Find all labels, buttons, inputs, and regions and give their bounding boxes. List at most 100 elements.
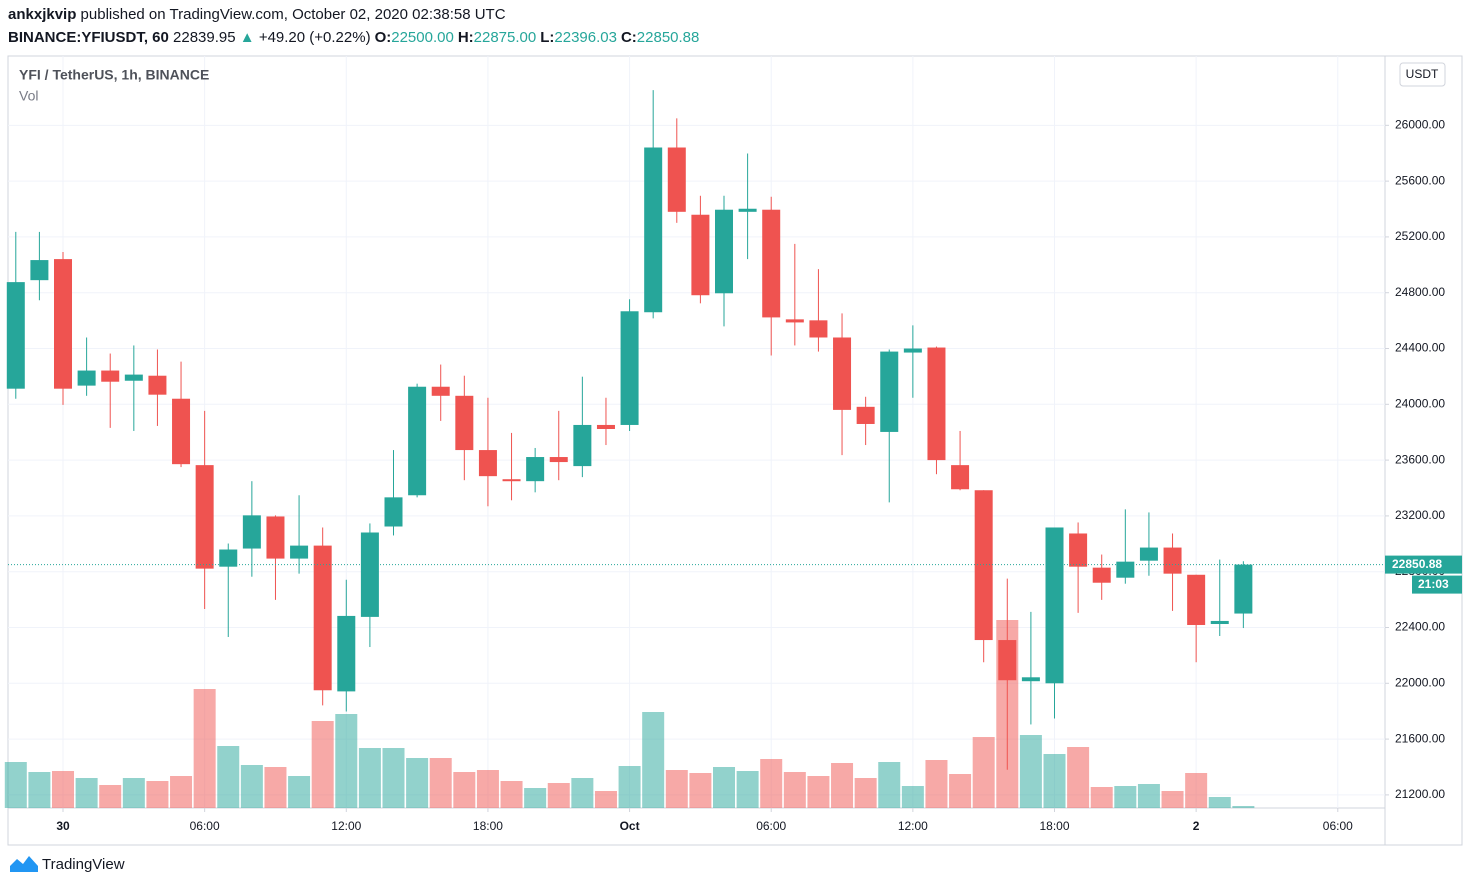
volume-bar [311,721,334,808]
candle-body [408,386,427,496]
x-tick-label: Oct [620,819,640,833]
candle-body [738,208,757,212]
volume-bar [75,778,98,808]
volume-bar [1019,735,1042,808]
volume-bar [547,783,570,808]
volume-bar [949,774,972,808]
candle-body [1116,561,1135,578]
volume-bar [854,778,877,808]
candle-body [313,545,332,691]
candle-body [691,214,710,296]
candle-body [384,497,403,527]
volume-bar [689,773,712,808]
brand[interactable]: TradingView [42,856,125,873]
volume-bar [972,737,995,808]
volume-bar [901,786,924,808]
volume-bar [1090,787,1113,808]
candle-body [951,465,970,490]
volume-bar [264,767,287,808]
y-tick-label: 24000.00 [1395,396,1445,410]
chart-title: YFI / TetherUS, 1h, BINANCE [19,67,209,83]
volume-bar [288,776,311,808]
candle-body [715,209,734,294]
volume-bar [783,772,806,808]
candle-body [337,615,356,692]
ohlc-value: 22875.00 [473,29,537,46]
volume-bar [1185,773,1208,808]
candle-body [478,450,497,477]
candle-body [1092,567,1111,583]
x-tick-label: 30 [56,819,70,833]
volume-bar [1161,791,1184,808]
ohlc-label: C: [620,29,637,46]
y-tick-label: 22000.00 [1395,675,1445,689]
y-tick-label: 22400.00 [1395,620,1445,634]
candle-body [809,320,828,338]
candle-body [762,209,781,318]
volume-bar [99,785,122,808]
volume-bar [594,791,617,808]
currency-badge[interactable] [1399,62,1446,87]
currency: USDT [1406,67,1439,81]
candle-body [77,370,96,386]
candle-body [101,370,120,382]
candle-body [573,424,592,467]
candle-body [30,260,49,281]
y-tick-label: 24800.00 [1395,285,1445,299]
publish-line: ankxjkvip published on TradingView.com, … [8,6,506,23]
candle-body [1163,547,1182,574]
candle-body [431,386,450,396]
candle-body [54,259,73,389]
candle-body [856,406,875,424]
candle-body [998,640,1017,681]
y-tick-label: 21200.00 [1395,787,1445,801]
volume-bar [925,760,948,808]
volume-bar [193,689,216,808]
candle-body [219,549,238,567]
candle-body [1234,564,1253,614]
volume-bar [382,748,405,808]
candle-body [1210,620,1229,625]
volume-label: Vol [19,88,38,104]
candle-body [1139,547,1158,561]
y-tick-label: 25200.00 [1395,229,1445,243]
candle-body [6,282,25,389]
volume-bar [807,776,830,808]
publisher: ankxjkvip [8,6,77,23]
candle-body [455,395,474,451]
candle-body [1187,574,1206,625]
symbol-line: BINANCE:YFIUSDT, 60 22839.95 ▲ +49.20 (+… [8,29,699,46]
volume-bar [4,762,27,808]
candle-body [124,374,143,381]
x-tick-label: 18:00 [473,819,503,833]
volume-bar [1067,747,1090,808]
x-tick-label: 06:00 [756,819,786,833]
ohlc-label: L: [540,29,555,46]
candle-body [172,398,191,465]
candle-body [596,424,615,430]
x-tick-label: 12:00 [331,819,361,833]
volume-bar [52,771,75,808]
logo-icon [10,856,38,872]
candle-body [549,457,568,463]
volume-bar [453,772,476,808]
volume-bar [358,748,381,808]
ohlc: O:22500.00 H:22875.00 L:22396.03 C:22850.88 [371,29,700,46]
volume-bar [1232,806,1255,808]
frame [7,55,1463,846]
last-price-label: 22850.88 [1392,557,1442,571]
volume-bar [146,781,169,808]
candle-body [903,348,922,353]
ohlc-value: 22500.00 [391,29,454,46]
volume-bar [217,746,240,808]
y-tick-label: 23600.00 [1395,452,1445,466]
candle-body [1045,527,1064,684]
ohlc-label: H: [457,29,474,46]
y-tick-label: 21600.00 [1395,731,1445,745]
volume-bar [1114,786,1137,808]
volume-bar [335,714,358,808]
published: published on TradingView.com, October 02… [80,6,506,23]
volume-bar [28,772,51,808]
candle-body [266,516,285,559]
